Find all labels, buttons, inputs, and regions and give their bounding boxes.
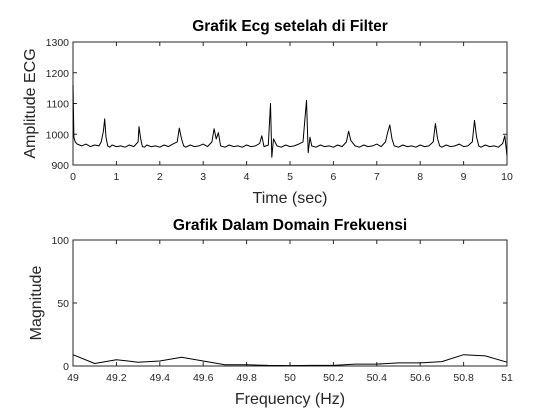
- ecg-y-tick-label: 1300: [46, 37, 70, 49]
- frequency-plot-area: [72, 239, 508, 367]
- ecg-x-axis-label: Time (sec): [253, 190, 328, 207]
- ecg-x-tick-label: 2: [157, 171, 163, 183]
- frequency-y-axis-label: Magnitude: [28, 266, 45, 341]
- frequency-x-axis-label: Frequency (Hz): [235, 391, 345, 408]
- frequency-y-ticks: 0 50 100: [51, 235, 507, 373]
- frequency-x-tick-label: 49.8: [236, 372, 257, 384]
- ecg-x-tick-label: 7: [374, 171, 380, 183]
- frequency-x-tick-label: 50.4: [367, 372, 388, 384]
- frequency-y-tick-label: 100: [51, 235, 69, 247]
- frequency-x-tick-label: 49.2: [106, 372, 127, 384]
- frequency-x-tick-label: 49.6: [193, 372, 214, 384]
- ecg-x-tick-label: 1: [113, 171, 119, 183]
- ecg-chart: Grafik Ecg setelah di Filter 0 1 2 3 4 5 6 7 8 9 1…: [22, 18, 513, 207]
- ecg-x-tick-label: 6: [330, 171, 336, 183]
- ecg-y-tick-label: 1100: [46, 99, 69, 111]
- ecg-y-tick-label: 1000: [46, 129, 70, 141]
- ecg-chart-title: Grafik Ecg setelah di Filter: [192, 18, 388, 35]
- ecg-x-tick-label: 8: [417, 171, 423, 183]
- frequency-x-ticks: 49 49.2 49.4 49.6 49.8 50 50.2 50.4 50.6 50.8 51: [67, 240, 513, 384]
- ecg-x-tick-label: 3: [200, 171, 206, 183]
- ecg-x-tick-label: 0: [70, 171, 76, 183]
- ecg-series-line: [72, 84, 508, 158]
- ecg-x-tick-label: 10: [501, 171, 513, 183]
- frequency-x-tick-label: 50.2: [323, 372, 344, 384]
- frequency-x-tick-label: 50.6: [410, 372, 431, 384]
- ecg-y-tick-label: 1200: [46, 68, 70, 80]
- ecg-y-tick-label: 900: [51, 160, 69, 172]
- frequency-x-tick-label: 50.8: [453, 372, 474, 384]
- frequency-chart: Grafik Dalam Domain Frekuensi 49 49.2 49.4…: [28, 217, 513, 408]
- ecg-x-ticks: 0 1 2 3 4 5 6 7 8 9 10: [70, 42, 513, 183]
- frequency-y-tick-label: 0: [63, 361, 69, 373]
- frequency-x-tick-label: 49.4: [150, 372, 171, 384]
- frequency-x-tick-label: 49: [67, 372, 79, 384]
- ecg-x-tick-label: 9: [461, 171, 467, 183]
- frequency-chart-title: Grafik Dalam Domain Frekuensi: [173, 217, 407, 234]
- frequency-x-tick-label: 50: [284, 372, 296, 384]
- ecg-y-axis-label: Amplitude ECG: [22, 48, 39, 158]
- ecg-x-tick-label: 4: [244, 171, 250, 183]
- ecg-plot-area: [72, 41, 508, 166]
- frequency-series-line: [72, 354, 508, 367]
- frequency-x-tick-label: 51: [501, 372, 513, 384]
- ecg-x-tick-label: 5: [287, 171, 293, 183]
- frequency-y-tick-label: 50: [57, 298, 69, 310]
- ecg-y-ticks: 900 1000 1100 1200 1300: [46, 37, 507, 172]
